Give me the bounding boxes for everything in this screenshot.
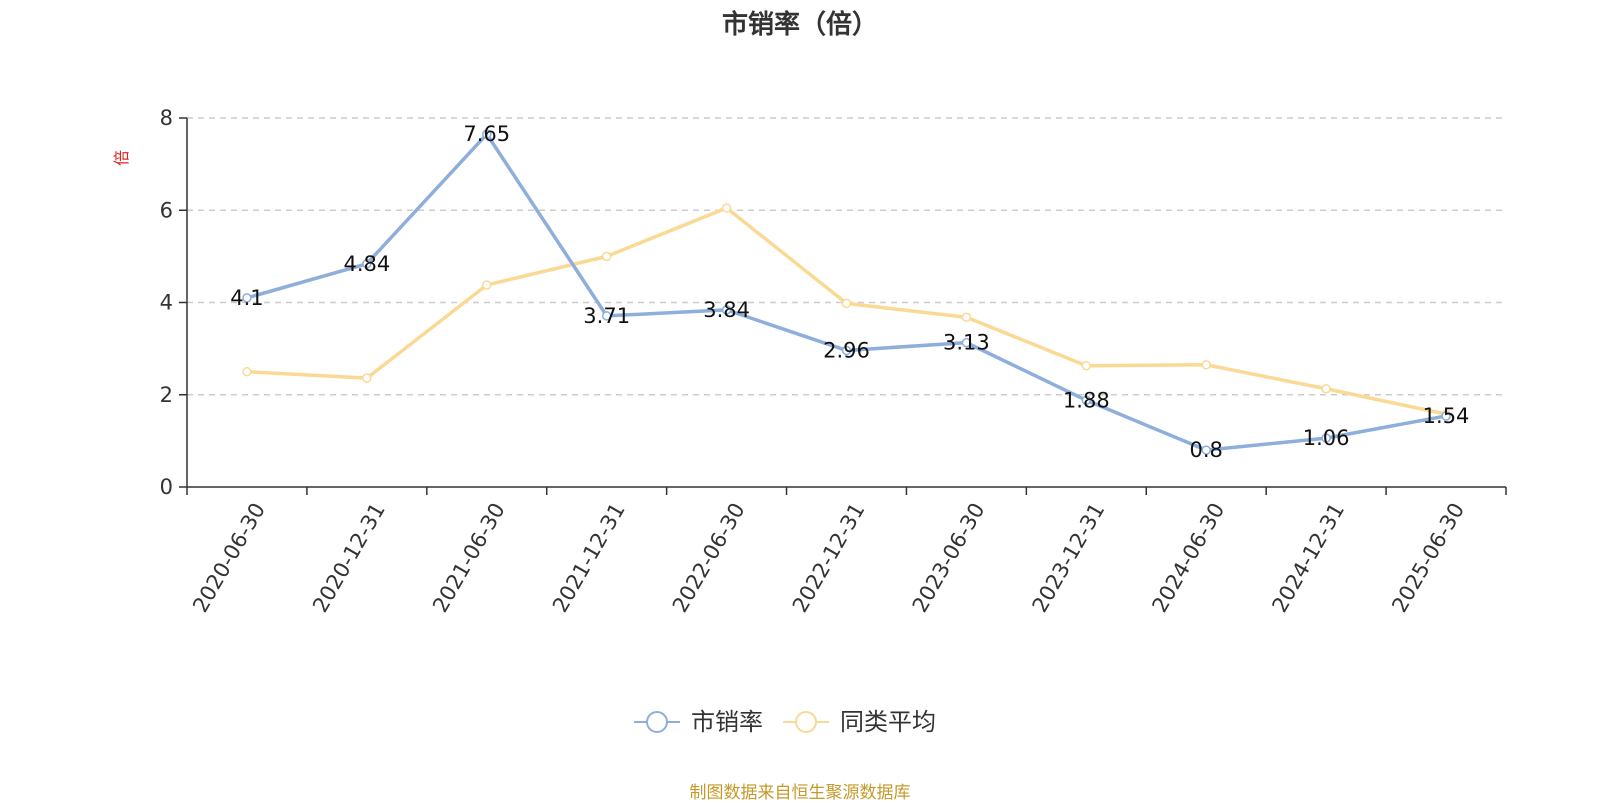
x-tick-label: 2023-12-31 xyxy=(1028,499,1110,617)
data-point xyxy=(362,373,372,383)
data-label: 3.84 xyxy=(703,298,750,322)
data-label: 4.84 xyxy=(343,252,390,276)
x-tick-label: 2021-06-30 xyxy=(428,499,510,617)
data-point xyxy=(1321,384,1331,394)
chart-title: 市销率（倍） xyxy=(721,10,878,40)
data-point xyxy=(482,280,492,290)
data-point xyxy=(1201,360,1211,370)
legend-label: 市销率 xyxy=(691,708,763,736)
y-tick-label: 2 xyxy=(160,383,173,407)
data-label: 3.13 xyxy=(943,331,990,355)
x-tick-label: 2023-06-30 xyxy=(908,499,990,617)
x-tick-label: 2021-12-31 xyxy=(548,499,630,617)
data-point xyxy=(242,293,252,303)
series-line xyxy=(246,132,1447,452)
data-point xyxy=(1201,445,1211,455)
data-point xyxy=(721,203,732,213)
x-tick-label: 2024-12-31 xyxy=(1267,499,1349,617)
y-axis-unit-label: 倍 xyxy=(112,150,131,166)
x-tick-label: 2020-06-30 xyxy=(188,499,270,617)
data-labels: 4.1 4.84 7.65 3.71 3.84 2.96 3.13 1.88 0.8 1.06 1.… xyxy=(230,122,1469,462)
data-label: 0.8 xyxy=(1190,438,1223,462)
series-line xyxy=(246,206,1447,416)
y-tick-label: 6 xyxy=(160,198,173,222)
data-label: 1.54 xyxy=(1423,404,1470,428)
data-point xyxy=(482,129,492,139)
x-tick-label: 2022-06-30 xyxy=(668,499,750,617)
y-tick-label: 8 xyxy=(160,106,173,130)
legend[interactable]: 市销率 同类平均 xyxy=(634,708,936,736)
x-tick-label: 2024-06-30 xyxy=(1147,499,1229,617)
source-note: 制图数据来自恒生聚源数据库 xyxy=(689,783,911,803)
data-point xyxy=(1081,360,1092,371)
data-point xyxy=(1441,411,1451,421)
data-point xyxy=(841,298,852,309)
x-tick-label: 2022-12-31 xyxy=(788,499,870,617)
data-point xyxy=(242,366,252,377)
data-point xyxy=(961,337,972,348)
x-tick-label: 2025-06-30 xyxy=(1387,499,1469,617)
data-label: 3.71 xyxy=(583,304,630,328)
legend-label: 同类平均 xyxy=(840,708,936,736)
data-label: 7.65 xyxy=(463,122,510,146)
data-point xyxy=(1321,433,1331,443)
data-point xyxy=(601,251,612,262)
data-point xyxy=(601,311,612,321)
data-label: 1.06 xyxy=(1303,426,1350,450)
legend-marker-icon xyxy=(795,711,817,733)
data-point xyxy=(841,345,852,356)
data-point xyxy=(1081,395,1092,406)
legend-marker-icon xyxy=(646,711,668,733)
legend-item[interactable]: 市销率 xyxy=(634,708,763,736)
data-point xyxy=(721,305,732,315)
data-label: 1.88 xyxy=(1063,388,1110,412)
series-lines xyxy=(242,129,1451,455)
data-point xyxy=(961,312,972,323)
data-point xyxy=(362,259,372,269)
data-label: 2.96 xyxy=(823,338,870,362)
x-tick-label: 2020-12-31 xyxy=(308,499,390,617)
legend-item[interactable]: 同类平均 xyxy=(783,708,936,736)
y-tick-label: 4 xyxy=(160,291,173,315)
y-tick-label: 0 xyxy=(160,475,173,499)
data-label: 4.1 xyxy=(230,286,263,310)
